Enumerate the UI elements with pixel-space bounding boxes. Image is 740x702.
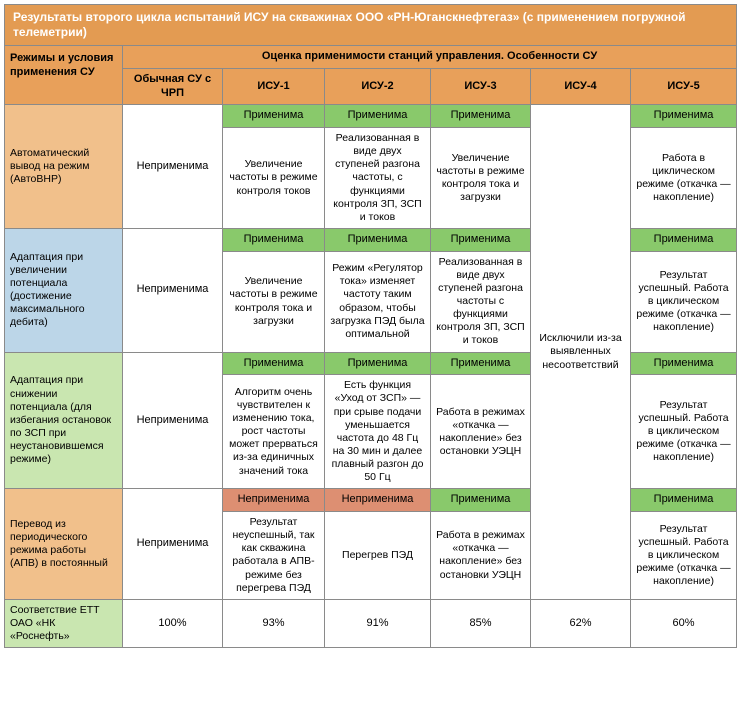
row3-c1-status: Применима xyxy=(223,352,325,375)
footer-row: Соответствие ЕТТ ОАО «НК «Роснефть» 100%… xyxy=(5,599,737,647)
row2-c5: Результат успешный. Работа в циклическом… xyxy=(631,251,737,352)
row1-label: Автоматический вывод на режим (АвтоВНР) xyxy=(5,105,123,229)
table-title: Результаты второго цикла испытаний ИСУ н… xyxy=(5,5,737,46)
row1-c2: Реализованная в виде двух ступеней разго… xyxy=(325,128,431,229)
header-assessment: Оценка применимости станций управления. … xyxy=(123,46,737,69)
row2-c0: Неприменима xyxy=(123,228,223,352)
row2-c2-status: Применима xyxy=(325,228,431,251)
row3-c0: Неприменима xyxy=(123,352,223,489)
row3-label: Адаптация при снижении потенциала (для и… xyxy=(5,352,123,489)
row1-c0: Неприменима xyxy=(123,105,223,229)
row4-c5-status: Применима xyxy=(631,489,737,512)
row2-c3: Реализованная в виде двух ступеней разго… xyxy=(431,251,531,352)
footer-v5: 60% xyxy=(631,599,737,647)
row3-c5: Результат успешный. Работа в циклическом… xyxy=(631,375,737,489)
footer-v3: 85% xyxy=(431,599,531,647)
col-4: ИСУ-4 xyxy=(531,68,631,105)
row4-c0: Неприменима xyxy=(123,489,223,600)
footer-v1: 93% xyxy=(223,599,325,647)
row4-c5: Результат успешный. Работа в циклическом… xyxy=(631,512,737,600)
row4-c1: Результат неуспешный, так как скважина р… xyxy=(223,512,325,600)
row4-c3: Работа в режимах «откачка — накопление» … xyxy=(431,512,531,600)
row3-c2: Есть функция «Уход от ЗСП» — при срыве п… xyxy=(325,375,431,489)
row3-c3-status: Применима xyxy=(431,352,531,375)
footer-label: Соответствие ЕТТ ОАО «НК «Роснефть» xyxy=(5,599,123,647)
results-table: Результаты второго цикла испытаний ИСУ н… xyxy=(4,4,737,648)
footer-v4: 62% xyxy=(531,599,631,647)
title-row: Результаты второго цикла испытаний ИСУ н… xyxy=(5,5,737,46)
row1-c1: Увеличение частоты в режиме контроля ток… xyxy=(223,128,325,229)
row1-c3-status: Применима xyxy=(431,105,531,128)
col-0: Обычная СУ с ЧРП xyxy=(123,68,223,105)
row4-c3-status: Применима xyxy=(431,489,531,512)
row3-c2-status: Применима xyxy=(325,352,431,375)
row2-c3-status: Применима xyxy=(431,228,531,251)
footer-v0: 100% xyxy=(123,599,223,647)
row1-status: Автоматический вывод на режим (АвтоВНР) … xyxy=(5,105,737,128)
col-3: ИСУ-3 xyxy=(431,68,531,105)
row3-c1: Алгоритм очень чувствителен к изменению … xyxy=(223,375,325,489)
row4-c1-status: Неприменима xyxy=(223,489,325,512)
row2-c1-status: Применима xyxy=(223,228,325,251)
row2-c5-status: Применима xyxy=(631,228,737,251)
row2-label: Адаптация при увеличении потенциала (дос… xyxy=(5,228,123,352)
header-row-1: Режимы и условия применения СУ Оценка пр… xyxy=(5,46,737,69)
col-1: ИСУ-1 xyxy=(223,68,325,105)
col-2: ИСУ-2 xyxy=(325,68,431,105)
row3-c3: Работа в режимах «откачка — накопление» … xyxy=(431,375,531,489)
row1-c3: Увеличение частоты в режиме контроля ток… xyxy=(431,128,531,229)
header-modes: Режимы и условия применения СУ xyxy=(5,46,123,105)
col-5: ИСУ-5 xyxy=(631,68,737,105)
row2-c2: Режим «Регулятор тока» изменяет частоту … xyxy=(325,251,431,352)
row1-c2-status: Применима xyxy=(325,105,431,128)
row1-c5-status: Применима xyxy=(631,105,737,128)
row4-c2-status: Неприменима xyxy=(325,489,431,512)
row4-c2: Перегрев ПЭД xyxy=(325,512,431,600)
isu4-merged: Исключили из-за выявленных несоответстви… xyxy=(531,105,631,600)
row3-c5-status: Применима xyxy=(631,352,737,375)
row1-c5: Работа в циклическом режиме (откачка — н… xyxy=(631,128,737,229)
row1-c1-status: Применима xyxy=(223,105,325,128)
row2-c1: Увеличение частоты в режиме контроля ток… xyxy=(223,251,325,352)
row4-label: Перевод из периодического режима работы … xyxy=(5,489,123,600)
footer-v2: 91% xyxy=(325,599,431,647)
